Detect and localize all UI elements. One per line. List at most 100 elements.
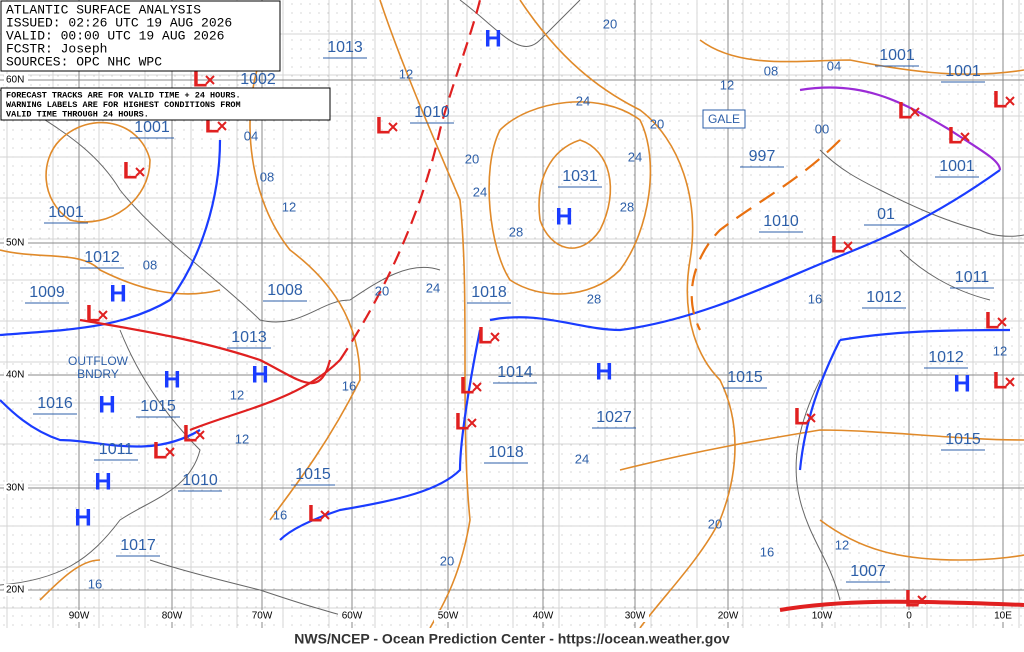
longitude-label-box [808, 610, 836, 622]
longitude-label: 30W [625, 611, 646, 622]
isobar-label: 12 [720, 77, 734, 92]
isobar-label: 04 [244, 128, 258, 143]
isobars [0, 0, 1024, 629]
low-cross [472, 382, 482, 392]
low-pressure-center: L [460, 372, 475, 399]
isobar-label: 24 [628, 149, 642, 164]
isobar-label: 12 [235, 431, 249, 446]
isobar-label: 12 [399, 66, 413, 81]
pressure-value: 1012 [866, 289, 902, 306]
longitude-label-box [65, 610, 93, 622]
pressure-value: 1009 [29, 284, 65, 301]
isobar-label: 16 [273, 507, 287, 522]
low-cross [960, 132, 970, 142]
high-pressure-center: H [98, 391, 115, 418]
latitude-label: 60N [6, 75, 24, 86]
longitude-label: 80W [162, 611, 183, 622]
pressure-value: 1012 [928, 349, 964, 366]
pressure-value: 1001 [879, 47, 915, 64]
low-pressure-center: L [794, 403, 809, 430]
high-pressure-center: H [94, 468, 111, 495]
low-cross [910, 107, 920, 117]
latitude-label-box [4, 74, 28, 86]
longitude-label: 10E [994, 611, 1012, 622]
pressure-value: 1012 [84, 249, 120, 266]
isobar-label: 20 [465, 151, 479, 166]
isobar-label: 24 [426, 280, 440, 295]
isobar-label: 28 [587, 291, 601, 306]
longitude-label: 90W [69, 611, 90, 622]
low-cross [806, 413, 816, 423]
pressure-value: 1031 [562, 168, 598, 185]
longitude-label-box [714, 610, 742, 622]
note-line: FORECAST TRACKS ARE FOR VALID TIME + 24 … [6, 90, 241, 100]
isobar-label: 20 [603, 16, 617, 31]
low-cross [98, 310, 108, 320]
fronts [0, 0, 1024, 612]
low-cross [217, 121, 227, 131]
low-cross [320, 510, 330, 520]
longitude-label-box [989, 610, 1017, 622]
low-pressure-center: L [478, 322, 493, 349]
low-pressure-center: L [376, 112, 391, 139]
isobar-label: 08 [764, 63, 778, 78]
latitude-label-box [4, 369, 28, 381]
pressure-value: 1015 [727, 369, 763, 386]
longitude-label: 10W [812, 611, 833, 622]
coastlines [0, 0, 1024, 621]
low-pressure-center: L [985, 307, 1000, 334]
isobar-label: 08 [260, 169, 274, 184]
longitude-label: 50W [438, 611, 459, 622]
pressure-value: 1011 [955, 269, 990, 286]
low-cross [467, 418, 477, 428]
low-pressure-center: L [123, 157, 138, 184]
pressure-value: 1002 [240, 71, 276, 88]
pressure-value: 1010 [182, 472, 218, 489]
latitude-label-box [4, 237, 28, 249]
isobar-label: 20 [708, 516, 722, 531]
high-pressure-center: H [74, 504, 91, 531]
low-cross [997, 317, 1007, 327]
isobar-label: 16 [88, 576, 102, 591]
warning-label: GALE [708, 112, 740, 126]
longitude-label-box [529, 610, 557, 622]
isobar-label: 00 [815, 121, 829, 136]
isobar-label: 12 [993, 343, 1007, 358]
low-pressure-center: L [153, 437, 168, 464]
pressure-value: 1001 [939, 158, 975, 175]
low-pressure-center: L [948, 122, 963, 149]
note-box: FORECAST TRACKS ARE FOR VALID TIME + 24 … [0, 87, 331, 121]
boundary-label: OUTFLOW [68, 354, 129, 368]
longitude-label-box [434, 610, 462, 622]
longitude-label: 40W [533, 611, 554, 622]
latitude-label-box [4, 482, 28, 494]
pressure-value: 1010 [763, 213, 799, 230]
pressure-value: 1014 [497, 364, 533, 381]
low-pressure-center: L [831, 231, 846, 258]
pressure-value: 1010 [414, 104, 450, 121]
footer-bar [0, 628, 1024, 652]
pressure-value: 1017 [120, 537, 156, 554]
low-pressure-center: L [86, 300, 101, 327]
pressure-value: 1001 [134, 119, 170, 136]
header-line: SOURCES: OPC NHC WPC [6, 54, 162, 69]
isobar-label: 12 [230, 387, 244, 402]
low-cross [135, 167, 145, 177]
pressure-value: 997 [749, 148, 776, 165]
low-cross [165, 447, 175, 457]
isobar-label: 20 [375, 283, 389, 298]
pressure-value: 1015 [140, 398, 176, 415]
low-cross [843, 241, 853, 251]
warning-box [702, 109, 746, 129]
pressure-value: 1015 [295, 466, 331, 483]
longitude-label-box [895, 610, 923, 622]
isobar-label: 24 [473, 184, 487, 199]
isobar-label: 16 [760, 544, 774, 559]
high-pressure-center: H [953, 370, 970, 397]
low-pressure-center: L [898, 97, 913, 124]
low-pressure-center: L [905, 585, 920, 612]
longitude-label: 70W [252, 611, 273, 622]
header-line: ATLANTIC SURFACE ANALYSIS [6, 2, 201, 17]
header-line: FCSTR: Joseph [6, 41, 107, 56]
